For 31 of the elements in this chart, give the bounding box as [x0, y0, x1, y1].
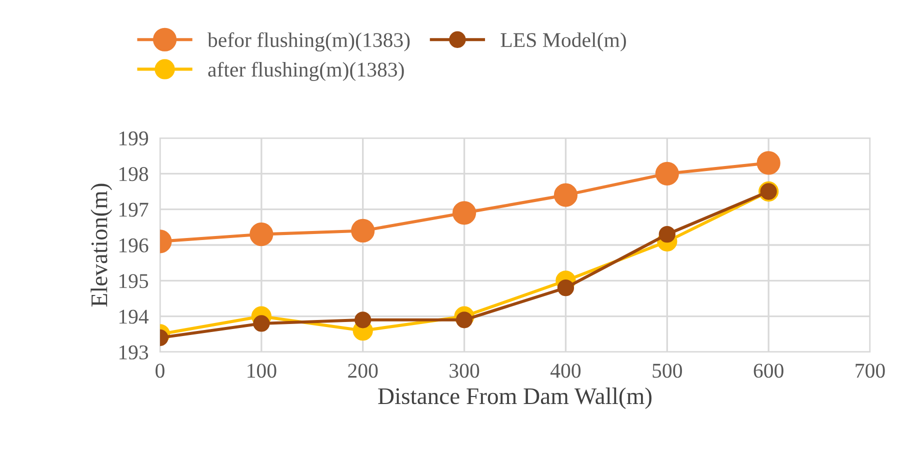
x-tick-label: 100	[248, 364, 276, 378]
point	[253, 315, 270, 332]
x-axis-title: Distance From Dam Wall(m)	[378, 388, 652, 409]
point	[354, 312, 372, 328]
point	[554, 183, 578, 207]
point	[351, 218, 375, 243]
point	[557, 279, 574, 296]
y-tick-label: 193	[119, 345, 148, 360]
x-tick-label: 700	[856, 364, 885, 378]
x-tick-label: 500	[652, 364, 682, 378]
point	[452, 201, 476, 225]
legend-label: befor flushing(m)(1383)	[208, 32, 410, 52]
x-tick-label: 200	[348, 364, 378, 378]
point	[756, 151, 780, 175]
y-tick-label: 196	[119, 238, 148, 252]
y-tick-label: 199	[119, 131, 148, 146]
y-tick-label: 194	[119, 310, 149, 324]
y-tick-label: 195	[119, 274, 148, 288]
x-tick-label: 600	[754, 364, 784, 378]
y-tick-label: 197	[119, 202, 148, 217]
x-tick-label: 400	[550, 364, 581, 378]
y-axis-title: Elevation(m)	[90, 184, 112, 307]
y-tick-label: 198	[119, 167, 148, 182]
x-tick-label: 300	[450, 364, 480, 378]
point	[658, 226, 676, 243]
point	[250, 222, 274, 246]
x-tick-label: 0	[156, 364, 164, 378]
legend-label: LES Model(m)	[500, 32, 626, 52]
legend-label: after flushing(m)(1383)	[208, 62, 404, 81]
point	[456, 312, 473, 328]
point	[655, 162, 679, 186]
